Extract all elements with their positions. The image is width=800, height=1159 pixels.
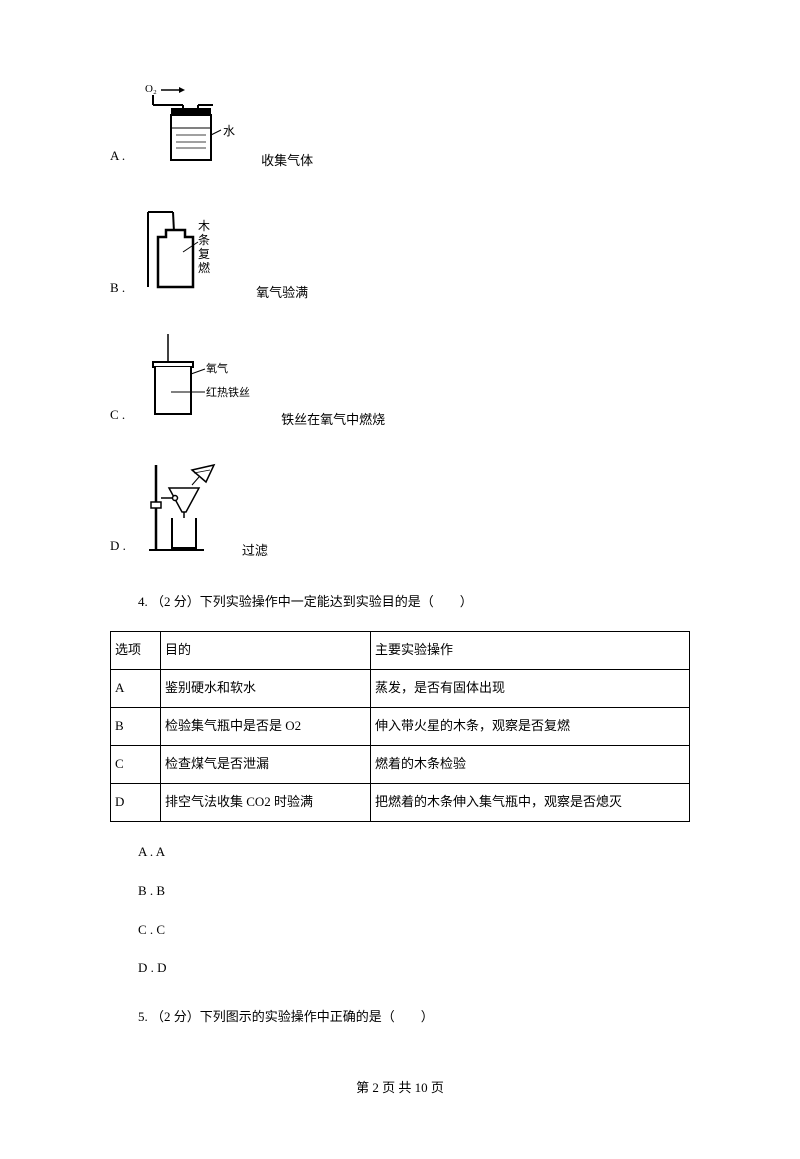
- header-operation: 主要实验操作: [371, 631, 690, 669]
- iron-label: 红热铁丝: [206, 386, 250, 399]
- option-c-label: C .: [110, 405, 125, 431]
- q4-answer-options: A . A B . B C . C D . D: [138, 842, 690, 979]
- option-d-text: 过滤: [242, 541, 268, 562]
- header-option: 选项: [111, 631, 161, 669]
- diagram-c: 氧气 红热铁丝: [143, 334, 263, 431]
- table-row: B 检验集气瓶中是否是 O2 伸入带火星的木条，观察是否复燃: [111, 707, 690, 745]
- svg-text:条: 条: [198, 233, 210, 247]
- answer-a: A . A: [138, 842, 690, 863]
- header-purpose: 目的: [161, 631, 371, 669]
- relight-label: 木: [198, 219, 210, 233]
- answer-b: B . B: [138, 881, 690, 902]
- option-c-row: C . 氧气 红热铁丝 铁丝在氧气中燃烧: [110, 334, 690, 431]
- option-a-row: A . O₂ 水 收集气体: [110, 80, 690, 172]
- question-4: 4. （2 分）下列实验操作中一定能达到实验目的是（ ）: [138, 592, 690, 613]
- option-a-label: A .: [110, 146, 125, 172]
- option-d-label: D .: [110, 536, 126, 562]
- option-c-text: 铁丝在氧气中燃烧: [281, 410, 385, 431]
- question-5: 5. （2 分）下列图示的实验操作中正确的是（ ）: [138, 1007, 690, 1028]
- svg-text:复: 复: [198, 247, 210, 261]
- table-row: C 检查煤气是否泄漏 燃着的木条检验: [111, 745, 690, 783]
- table-row: A 鉴别硬水和软水 蒸发，是否有固体出现: [111, 669, 690, 707]
- q4-table: 选项 目的 主要实验操作 A 鉴别硬水和软水 蒸发，是否有固体出现 B 检验集气…: [110, 631, 690, 822]
- answer-c: C . C: [138, 920, 690, 941]
- option-b-text: 氧气验满: [256, 283, 308, 304]
- water-label: 水: [223, 124, 235, 138]
- oxygen-label: 氧气: [206, 361, 228, 375]
- svg-text:燃: 燃: [198, 260, 210, 275]
- diagram-b: 木 条 复 燃: [143, 202, 238, 304]
- option-a-text: 收集气体: [261, 151, 313, 172]
- o2-label: O₂: [145, 83, 157, 95]
- option-d-row: D . 过滤: [110, 460, 690, 562]
- page-footer: 第 2 页 共 10 页: [110, 1078, 690, 1099]
- answer-d: D . D: [138, 958, 690, 979]
- table-header-row: 选项 目的 主要实验操作: [111, 631, 690, 669]
- diagram-a: O₂ 水: [143, 80, 243, 172]
- diagram-d: [144, 460, 224, 562]
- option-b-label: B .: [110, 278, 125, 304]
- option-b-row: B . 木 条 复 燃 氧气验满: [110, 202, 690, 304]
- table-row: D 排空气法收集 CO2 时验满 把燃着的木条伸入集气瓶中，观察是否熄灭: [111, 783, 690, 821]
